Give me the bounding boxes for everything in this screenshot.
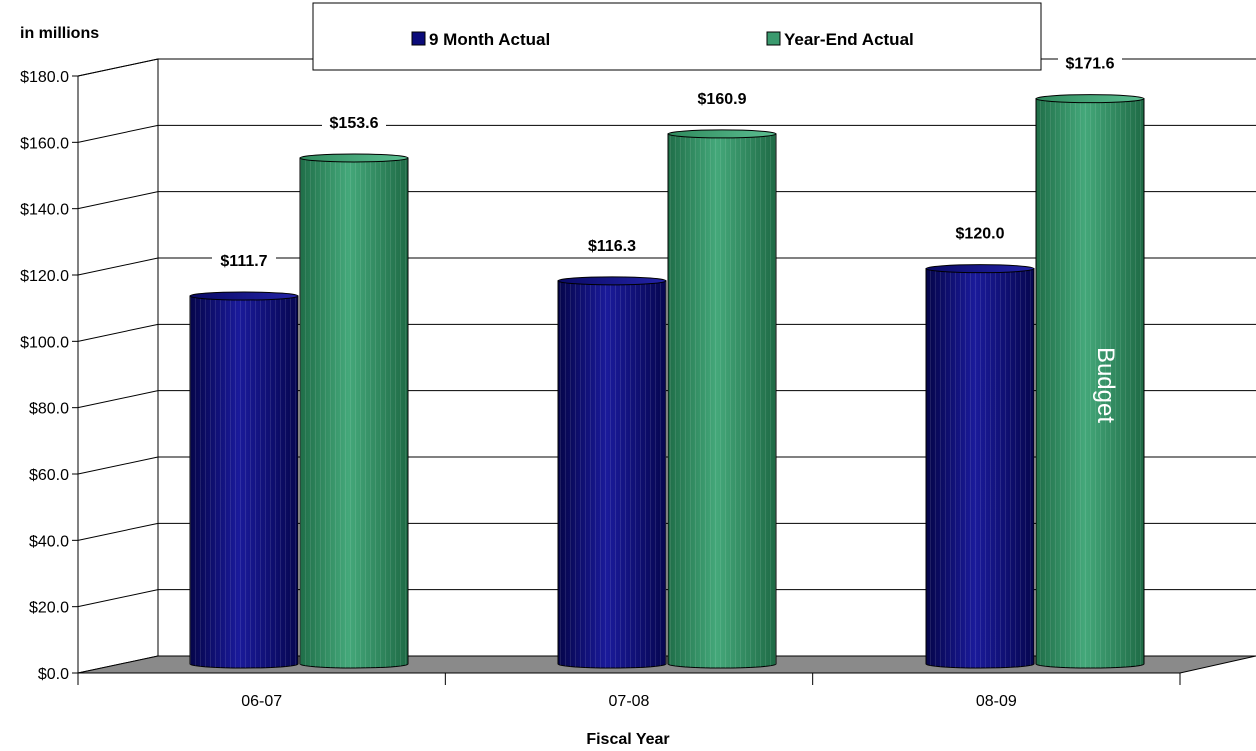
y-tick-label: $40.0 <box>29 533 69 550</box>
y-tick-label: $140.0 <box>20 202 69 219</box>
bar-07-08-year-end-actual <box>667 129 777 669</box>
data-label: $120.0 <box>948 222 1012 245</box>
legend-label-year-end-actual: Year-End Actual <box>784 30 914 49</box>
y-tick-label: $20.0 <box>29 600 69 617</box>
y-tick-label: $180.0 <box>20 69 69 86</box>
y-tick-label: $160.0 <box>20 135 69 152</box>
x-tick-label-06-07: 06-07 <box>241 693 282 710</box>
bar-06-07-year-end-actual <box>299 153 409 669</box>
svg-text:$171.6: $171.6 <box>1066 56 1115 73</box>
bar-08-09-9-month-actual <box>925 264 1035 669</box>
legend-swatch-9-month-actual <box>411 31 426 46</box>
y-tick-label: $60.0 <box>29 467 69 484</box>
gridline-side <box>77 58 159 77</box>
bar-07-08-9-month-actual <box>557 276 667 669</box>
data-label: $111.7 <box>212 250 276 273</box>
legend: 9 Month Actual Year-End Actual <box>312 2 1042 71</box>
y-axis: $0.0 $20.0 $40.0 $60.0 $80.0 $100.0 $120.0 $140… <box>20 69 79 683</box>
y-tick-label: $0.0 <box>38 666 69 683</box>
svg-text:$120.0: $120.0 <box>956 226 1005 243</box>
bar-08-09-year-end-actual <box>1035 94 1145 669</box>
svg-text:$111.7: $111.7 <box>220 253 267 270</box>
y-tick-label: $100.0 <box>20 334 69 351</box>
legend-box <box>312 2 1042 71</box>
legend-label-9-month-actual: 9 Month Actual <box>429 30 550 49</box>
gridline-side <box>77 124 159 143</box>
data-labels: $111.7 $153.6 $116.3 $160.9 $120.0 $171.6 <box>212 52 1122 273</box>
y-tick-label: $120.0 <box>20 268 69 285</box>
gridline-side <box>77 323 159 342</box>
chart-side-wall <box>77 58 159 674</box>
x-axis: 06-07 07-08 08-09 <box>77 672 1181 710</box>
unit-label: in millions <box>20 25 99 42</box>
y-tick-label: $80.0 <box>29 401 69 418</box>
gridline-side <box>77 589 159 608</box>
data-label: $171.6 <box>1058 52 1122 75</box>
gridline-side <box>77 390 159 409</box>
x-tick-label-08-09: 08-09 <box>976 693 1017 710</box>
gridline-side <box>77 257 159 276</box>
legend-swatch-year-end-actual <box>766 31 781 46</box>
svg-text:$116.3: $116.3 <box>588 238 636 255</box>
gridline-side <box>77 456 159 475</box>
x-axis-title: Fiscal Year <box>586 731 669 748</box>
data-label: $153.6 <box>322 111 386 134</box>
x-tick-label-07-08: 07-08 <box>609 693 650 710</box>
svg-text:$153.6: $153.6 <box>330 115 379 132</box>
gridline-side <box>77 522 159 541</box>
data-label: $116.3 <box>580 234 644 257</box>
bar-06-07-9-month-actual <box>189 291 299 669</box>
svg-text:$160.9: $160.9 <box>698 91 747 108</box>
gridline-side <box>77 191 159 210</box>
budget-annotation: Budget <box>1092 347 1119 423</box>
data-label: $160.9 <box>690 87 754 110</box>
bars <box>189 94 1145 669</box>
